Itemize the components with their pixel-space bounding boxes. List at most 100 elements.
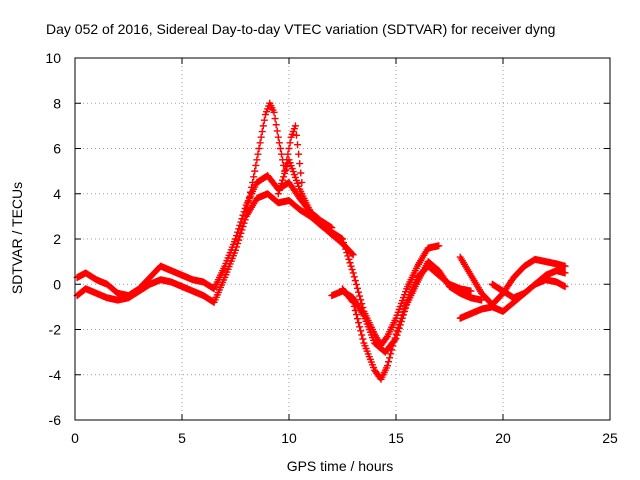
data-point [232, 246, 239, 254]
data-point [276, 145, 284, 152]
x-tick-label: 20 [495, 430, 511, 446]
x-tick-label: 25 [602, 430, 618, 446]
data-point [392, 335, 400, 343]
data-point [257, 133, 265, 141]
data-point [251, 167, 259, 175]
data-point [240, 219, 248, 227]
data-point [236, 233, 244, 241]
data-point [352, 311, 360, 319]
data-point [236, 221, 244, 229]
data-point [256, 139, 264, 147]
data-point [248, 183, 256, 191]
data-point [341, 242, 349, 250]
data-point [295, 150, 303, 158]
data-point [284, 150, 292, 158]
data-point [258, 128, 266, 136]
data-point [348, 266, 356, 274]
y-tick-label: 10 [45, 50, 61, 66]
data-point [385, 358, 393, 366]
x-tick-label: 5 [178, 430, 186, 446]
data-point [297, 169, 305, 177]
data-point [243, 203, 251, 211]
y-tick-label: -2 [49, 322, 62, 338]
data-point [467, 287, 475, 295]
data-point [278, 150, 286, 158]
data-point [271, 115, 279, 123]
data-point [347, 262, 355, 270]
data-point [342, 245, 350, 253]
data-point [394, 328, 402, 336]
data-point [399, 311, 407, 319]
data-point [356, 292, 364, 300]
x-axis-label: GPS time / hours [287, 458, 394, 474]
data-point [232, 235, 239, 243]
data-point [296, 160, 304, 168]
y-tick-label: 0 [53, 276, 61, 292]
data-point [291, 122, 299, 130]
y-tick-label: -6 [49, 412, 62, 428]
data-point [561, 269, 569, 277]
data-point [350, 273, 358, 281]
data-point [275, 139, 283, 147]
data-point [278, 180, 286, 188]
data-point [238, 215, 246, 223]
y-tick-label: 6 [53, 141, 61, 157]
data-point [235, 225, 243, 233]
data-point [270, 108, 278, 116]
data-point [275, 186, 283, 194]
data-point [282, 166, 290, 174]
data-point [352, 280, 360, 288]
data-point [234, 228, 242, 236]
data-point [250, 173, 258, 181]
data-point [237, 218, 245, 226]
data-point [233, 243, 241, 251]
data-point [561, 283, 569, 291]
data-point [344, 252, 352, 260]
data-point [393, 331, 401, 339]
data-point [245, 193, 253, 201]
data-point [252, 161, 260, 169]
data-point [357, 327, 365, 335]
data-point [397, 318, 405, 326]
data-point [237, 229, 245, 237]
y-tick-label: 2 [53, 231, 61, 247]
data-point [351, 277, 359, 285]
data-point [233, 232, 241, 240]
data-point [357, 296, 365, 304]
data-point [382, 334, 390, 342]
data-point [401, 307, 409, 315]
data-point [274, 133, 282, 141]
data-point [356, 323, 364, 331]
data-point [253, 156, 261, 164]
data-point [273, 127, 281, 135]
data-point [348, 250, 356, 258]
data-point [478, 296, 486, 304]
data-point [241, 216, 249, 224]
data-point [398, 314, 406, 322]
data-markers [73, 99, 569, 383]
data-point [244, 198, 252, 206]
data-point [349, 269, 357, 277]
data-point [242, 208, 250, 216]
data-point [359, 335, 367, 343]
x-tick-label: 10 [281, 430, 297, 446]
data-point [346, 259, 354, 267]
data-point [345, 255, 353, 263]
y-tick-label: -4 [49, 367, 62, 383]
data-point [343, 249, 351, 257]
data-point [402, 304, 410, 312]
data-point [285, 145, 293, 152]
data-point [353, 315, 361, 323]
data-point [386, 354, 394, 362]
data-point [292, 131, 300, 139]
data-point [235, 236, 243, 244]
data-point [395, 324, 403, 332]
data-point [340, 238, 348, 246]
axis-ticks: 0 5 10 15 20 25 -6 -4 -2 0 2 4 6 8 10 [45, 50, 618, 446]
data-point [283, 163, 291, 171]
data-point [294, 141, 302, 149]
data-point [238, 226, 246, 234]
data-point [249, 178, 257, 186]
data-point [339, 235, 346, 243]
